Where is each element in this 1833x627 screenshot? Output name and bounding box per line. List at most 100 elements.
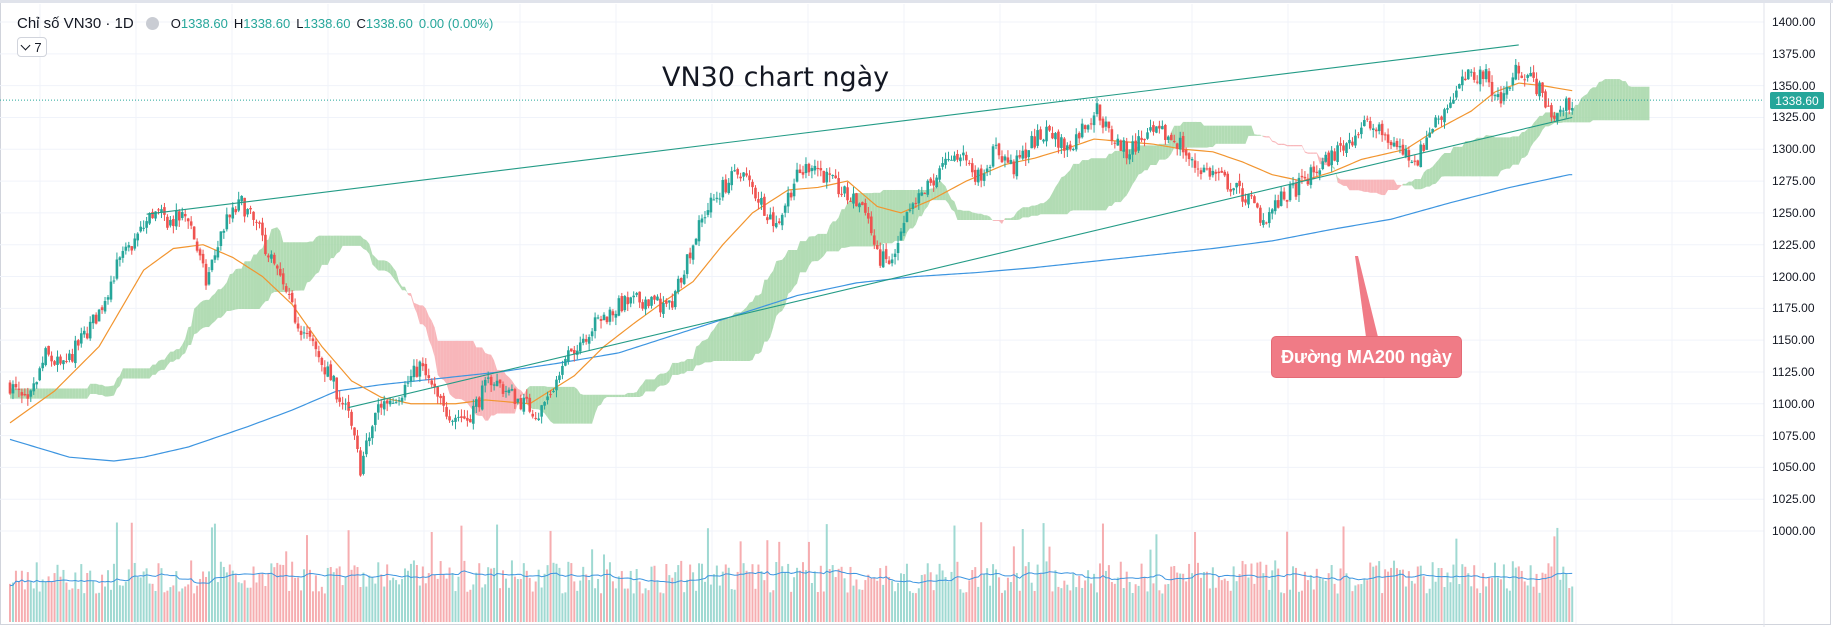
candle-body [662,302,665,314]
volume-bar [1529,565,1532,622]
cloud-up-segment [143,368,147,379]
candle-body [1407,150,1411,161]
candle-body [739,176,742,179]
cloud-up-segment [1646,86,1650,121]
cloud-up-segment [268,229,272,301]
cloud-up-segment [678,361,682,375]
volume-bar [834,577,837,622]
candle-body [79,333,83,344]
candle-body [878,249,882,266]
candle-body [757,199,760,203]
volume-bar [1176,572,1179,622]
candle-body [513,389,517,405]
candle-body [896,243,900,254]
candle-body [1464,78,1467,81]
candle-body [1315,171,1319,174]
candle-body [1416,160,1420,166]
candle-body [1318,170,1322,175]
volume-bar [101,574,104,622]
cloud-up-segment [1450,146,1454,177]
volume-bar [1188,563,1191,622]
volume-bar [279,564,282,622]
volume-bar [1158,590,1161,622]
candle-body [495,380,499,387]
symbol-title[interactable]: Chỉ số VN30 · 1D [17,14,134,32]
candle-body [344,403,347,405]
cloud-up-segment [75,388,79,399]
cloud-up-segment [1147,145,1151,171]
cloud-up-segment [152,364,156,375]
candle-body [1125,141,1129,159]
volume-bar [873,577,876,622]
cloud-up-segment [393,267,397,282]
cloud-up-segment [1489,135,1493,177]
volume-bar [294,577,297,622]
volume-bar [617,576,620,622]
cloud-up-segment [779,259,783,313]
volume-bar [986,568,989,622]
volume-bar [1345,573,1348,622]
candle-body [938,168,941,180]
candle-body [626,297,630,305]
cloud-up-segment [1435,159,1439,184]
cloud-up-segment [235,268,239,310]
cloud-up-segment [1590,87,1594,123]
cloud-up-segment [102,384,106,397]
cloud-up-segment [1444,152,1448,177]
price-tick-label: 1125.00 [1772,364,1815,379]
cloud-up-segment [1584,93,1588,123]
cloud-down-segment [1337,177,1341,185]
cloud-up-segment [776,260,780,317]
volume-bar [448,567,451,622]
volume-bar [1197,562,1199,622]
candle-body [1057,131,1060,148]
volume-bar [1372,566,1375,622]
candle-body [748,175,751,181]
candle-body [130,246,134,251]
volume-bar [157,563,160,622]
price-tick-label: 1150.00 [1772,333,1815,348]
cloud-up-segment [220,286,224,318]
candle-body [320,357,324,365]
cloud-up-segment [1236,125,1240,144]
volume-bar [917,588,920,622]
candle-body [804,164,808,174]
volume-bar [1366,580,1369,622]
cloud-up-segment [636,387,640,398]
cloud-up-segment [645,379,649,392]
cloud-up-segment [972,212,976,220]
volume-bar [1024,566,1027,622]
volume-bar [163,592,166,622]
cloud-up-segment [1174,125,1178,148]
cloud-up-segment [978,213,982,220]
cloud-down-segment [419,305,423,325]
cloud-up-segment [1492,135,1495,177]
volume-bar [519,579,522,622]
cloud-up-segment [1162,143,1166,160]
cloud-up-segment [693,346,697,372]
volume-bar [1333,583,1336,622]
candle-body [599,319,603,321]
cloud-up-segment [1500,137,1504,171]
volume-bar [1211,567,1214,622]
candle-body [679,277,683,283]
price-tick-label: 1175.00 [1772,301,1815,316]
candle-body [760,197,763,205]
cloud-up-segment [808,236,812,266]
volume-bar [56,564,59,622]
cloud-up-segment [654,375,658,392]
ma200-callout[interactable]: Đường MA200 ngày [1271,336,1462,378]
cloud-up-segment [1643,86,1647,121]
candle-body [1529,72,1532,77]
volume-bar [504,578,507,622]
cloud-up-segment [1604,79,1608,121]
cloud-down-segment [1388,179,1392,191]
candle-body [694,238,698,245]
candle-body [356,435,359,450]
cloud-up-segment [226,274,230,312]
indicators-toggle-button[interactable]: 7 [17,37,47,57]
candle-body [596,317,600,319]
cloud-up-segment [987,215,991,220]
volume-bar [778,541,781,622]
